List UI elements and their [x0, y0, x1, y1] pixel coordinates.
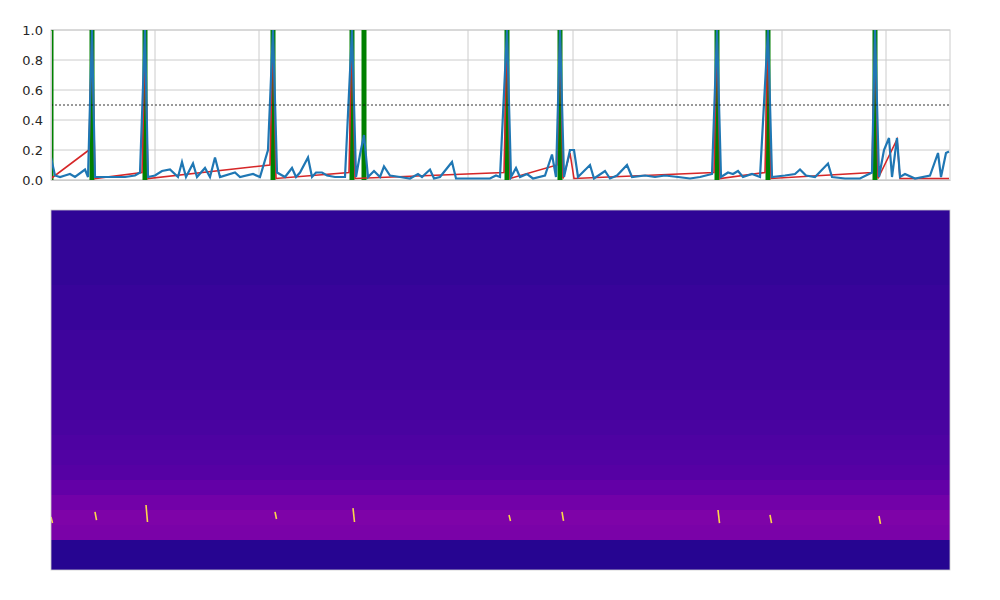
grid-line-y: [51, 60, 950, 61]
y-axis: 0.0 0.2 0.4 0.6 0.8 1.0: [22, 23, 51, 188]
score-line: [51, 30, 949, 179]
spectrogram-cell: [51, 315, 950, 331]
spectrogram-cell: [51, 450, 950, 466]
spectrogram-cell: [51, 330, 950, 346]
spectrogram-cell: [51, 210, 950, 226]
spectrogram-cell: [51, 360, 950, 376]
y-tick-label: 0.8: [22, 53, 43, 68]
marks: [51, 30, 950, 180]
plot-frame: [51, 30, 950, 180]
grid: [51, 30, 950, 180]
y-tick-label: 1.0: [22, 23, 43, 38]
call: [562, 512, 564, 521]
spectrogram-cell: [51, 270, 950, 286]
call: [509, 515, 511, 521]
spectrogram-cell: [51, 510, 950, 526]
score-panel: 0.0 0.2 0.4 0.6 0.8 1.0: [22, 23, 950, 188]
y-tick: 1.0: [22, 23, 51, 38]
x-axis: [52, 180, 951, 182]
spectrogram-cell: [51, 240, 950, 256]
y-tick: 0.2: [22, 143, 51, 158]
spectrogram-cell: [51, 540, 950, 556]
spectrogram-cell: [51, 225, 950, 241]
grid-line-x: [782, 30, 783, 180]
call: [353, 508, 355, 522]
y-tick: 0.6: [22, 83, 51, 98]
spectrogram-cell: [51, 390, 950, 406]
call: [770, 515, 772, 523]
cells: [51, 210, 950, 570]
plot-frame: [51, 210, 950, 570]
y-tick-label: 0.4: [22, 113, 43, 128]
call: [718, 510, 720, 523]
spectrogram-panel: [51, 210, 951, 571]
spectrogram-cell: [51, 375, 950, 391]
call: [275, 512, 277, 519]
spectrogram-cell: [51, 300, 950, 316]
y-tick: 0.4: [22, 113, 51, 128]
y-tick-label: 0.2: [22, 143, 43, 158]
spectrogram-cell: [51, 525, 950, 541]
y-axis-line: [51, 31, 52, 181]
spectrogram-cell: [51, 555, 950, 570]
spectrogram-cell: [51, 345, 950, 361]
spectrogram-cell: [51, 435, 950, 451]
call: [95, 512, 97, 520]
y-tick-label: 0.6: [22, 83, 43, 98]
y-tick: 0.0: [22, 173, 51, 188]
spectrogram-cell: [51, 420, 950, 436]
spectrogram-cell: [51, 480, 950, 496]
threshold-line: [51, 105, 950, 106]
spectrogram-cell: [51, 465, 950, 481]
x-axis-line: [52, 180, 951, 181]
y-tick: 0.8: [22, 53, 51, 68]
spectrogram-cell: [51, 285, 950, 301]
grid-line-y: [51, 90, 950, 91]
grid-line-y: [51, 120, 950, 121]
spectrogram-cell: [51, 255, 950, 271]
spectrogram-cell: [51, 405, 950, 421]
y-tick-label: 0.0: [22, 173, 43, 188]
call: [146, 505, 148, 522]
score-line: [51, 30, 949, 179]
call: [879, 516, 881, 524]
figure: 0.0 0.2 0.4 0.6 0.8 1.0: [0, 0, 1000, 600]
spectrogram-cell: [51, 495, 950, 511]
grid-line-x: [886, 30, 887, 180]
